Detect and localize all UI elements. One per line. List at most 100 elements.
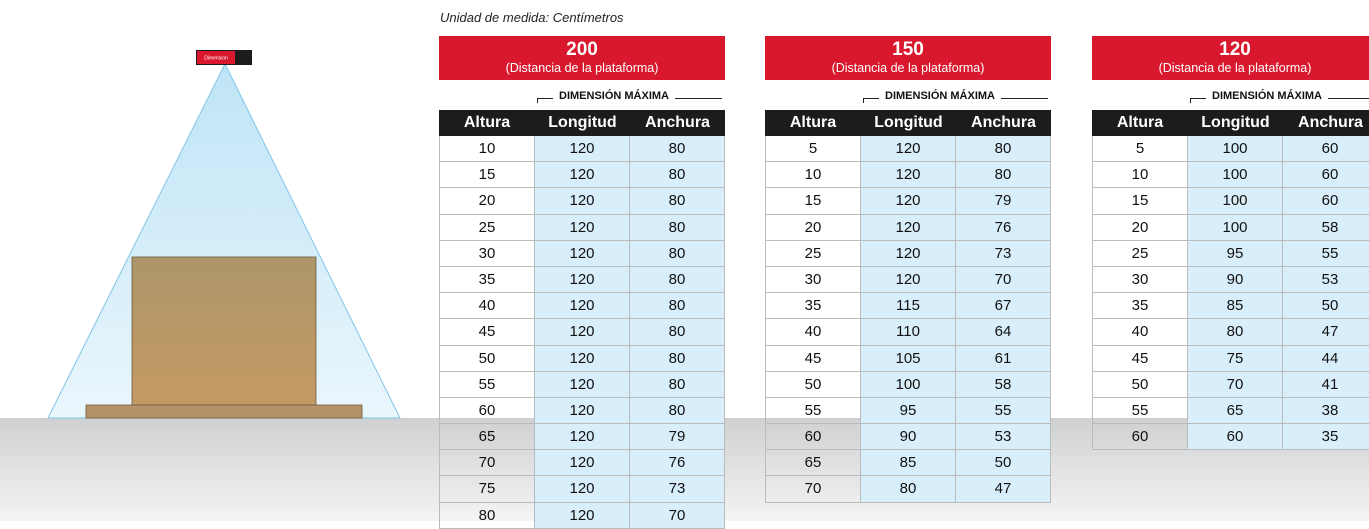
table-cell: 100 <box>1188 136 1283 162</box>
table-cell: 80 <box>630 371 725 397</box>
table-row: 15 120 80 <box>439 162 725 189</box>
table-cell: 47 <box>1283 319 1369 345</box>
table-cell: 55 <box>1283 240 1369 266</box>
table-row: 10 100 60 <box>1092 162 1369 189</box>
group-header-text: DIMENSIÓN MÁXIMA <box>553 90 675 102</box>
table-cell: 76 <box>630 450 725 476</box>
table-cell: 50 <box>1283 293 1369 319</box>
table-cell: 10 <box>439 136 535 162</box>
table-cell: 73 <box>956 240 1051 266</box>
table-cell: 120 <box>535 371 630 397</box>
table-cell: 70 <box>630 502 725 528</box>
table-cell: 41 <box>1283 371 1369 397</box>
table-cell: 30 <box>439 240 535 266</box>
table-row: 50 100 58 <box>765 371 1051 398</box>
table-cell: 100 <box>1188 162 1283 188</box>
table-cell: 120 <box>535 293 630 319</box>
table-cell: 79 <box>630 424 725 450</box>
table-cell: 73 <box>630 476 725 502</box>
table-cell: 80 <box>1188 319 1283 345</box>
table-cell: 90 <box>861 424 956 450</box>
table-cell: 45 <box>1092 345 1188 371</box>
table-row: 50 120 80 <box>439 345 725 372</box>
table-cell: 120 <box>535 188 630 214</box>
table-cell: 80 <box>439 502 535 528</box>
table: 120 (Distancia de la plataforma) DIMENSIÓN… <box>1092 36 1369 451</box>
table-row: 35 85 50 <box>1092 293 1369 320</box>
table-row: 35 115 67 <box>765 293 1051 320</box>
table-cell: 120 <box>535 240 630 266</box>
table-cell: 120 <box>535 345 630 371</box>
table-row: 20 120 80 <box>439 188 725 215</box>
table-cell: 85 <box>861 450 956 476</box>
table-cell: 70 <box>956 266 1051 293</box>
table-cell: 65 <box>1188 397 1283 424</box>
table-cell: 10 <box>765 162 861 188</box>
table-cell: 50 <box>956 450 1051 476</box>
table-cell: 120 <box>861 266 956 293</box>
table-title-box: 200 (Distancia de la plataforma) <box>439 36 725 80</box>
table-cell: 110 <box>861 319 956 345</box>
table-cell: 10 <box>1092 162 1188 188</box>
table-cell: 53 <box>1283 266 1369 293</box>
table-row: 45 120 80 <box>439 319 725 346</box>
table-cell: 95 <box>1188 240 1283 266</box>
table-cell: 67 <box>956 293 1051 319</box>
table-row: 35 120 80 <box>439 266 725 294</box>
table-row: 15 100 60 <box>1092 188 1369 215</box>
table-cell: 80 <box>630 188 725 214</box>
table-row: 60 60 35 <box>1092 424 1369 451</box>
table-cell: 120 <box>535 424 630 450</box>
table-cell: 25 <box>765 240 861 266</box>
table-row: 70 120 76 <box>439 450 725 477</box>
table-cell: 47 <box>956 476 1051 502</box>
table-row: 20 120 76 <box>765 214 1051 241</box>
table-row: 65 120 79 <box>439 424 725 451</box>
table-cell: 70 <box>765 476 861 502</box>
table-cell: 35 <box>439 266 535 293</box>
table-cell: 120 <box>535 162 630 188</box>
table-cell: 35 <box>1092 293 1188 319</box>
column-header: Longitud <box>874 114 943 131</box>
column-header: Altura <box>789 114 837 131</box>
table-row: 30 90 53 <box>1092 266 1369 294</box>
unit-note: Unidad de medida: Centímetros <box>440 10 624 25</box>
table-cell: 80 <box>630 266 725 293</box>
table-row: 45 75 44 <box>1092 345 1369 372</box>
table-row: 70 80 47 <box>765 476 1051 503</box>
table-row: 10 120 80 <box>765 162 1051 189</box>
table-cell: 38 <box>1283 397 1369 424</box>
table-cell: 79 <box>956 188 1051 214</box>
table-cell: 20 <box>765 214 861 240</box>
table-cell: 60 <box>1283 188 1369 214</box>
table-cell: 80 <box>630 136 725 162</box>
table-cell: 60 <box>1283 136 1369 162</box>
table-row: 5 100 60 <box>1092 136 1369 163</box>
table-row: 20 100 58 <box>1092 214 1369 241</box>
table-cell: 80 <box>630 345 725 371</box>
table-row: 55 95 55 <box>765 397 1051 425</box>
table-row: 15 120 79 <box>765 188 1051 215</box>
table-cell: 70 <box>439 450 535 476</box>
group-header: DIMENSIÓN MÁXIMA <box>765 80 1051 110</box>
table-cell: 58 <box>956 371 1051 397</box>
group-header-text: DIMENSIÓN MÁXIMA <box>879 90 1001 102</box>
table-row: 60 120 80 <box>439 397 725 425</box>
header-row: Altura Longitud Anchura <box>1092 110 1369 136</box>
table-cell: 35 <box>765 293 861 319</box>
table-cell: 120 <box>861 188 956 214</box>
table-cell: 60 <box>1283 162 1369 188</box>
table-cell: 90 <box>1188 266 1283 293</box>
table-cell: 61 <box>956 345 1051 371</box>
table-cell: 80 <box>956 162 1051 188</box>
table-cell: 60 <box>439 397 535 424</box>
table-row: 45 105 61 <box>765 345 1051 372</box>
table-cell: 100 <box>1188 214 1283 240</box>
table-cell: 55 <box>439 371 535 397</box>
column-header: Anchura <box>1298 114 1363 131</box>
table-cell: 64 <box>956 319 1051 345</box>
table-row: 75 120 73 <box>439 476 725 503</box>
table-cell: 15 <box>1092 188 1188 214</box>
table-title: 150 <box>892 39 924 60</box>
table-cell: 45 <box>439 319 535 345</box>
